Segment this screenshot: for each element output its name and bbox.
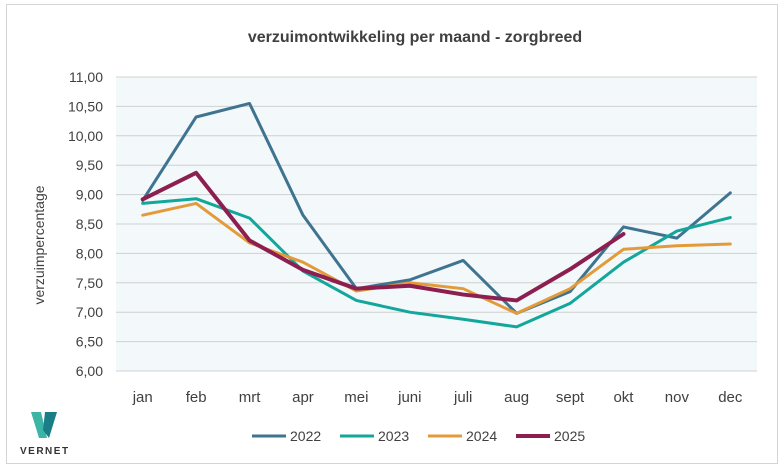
x-tick-label: aug	[504, 389, 529, 406]
x-tick-label: sept	[556, 389, 585, 406]
chart-title: verzuimontwikkeling per maand - zorgbree…	[248, 29, 582, 46]
series-line-2023	[141, 197, 732, 329]
x-tick-label: apr	[292, 389, 314, 406]
x-tick-label: mei	[344, 389, 368, 406]
y-tick-label: 9,00	[76, 187, 103, 203]
y-tick-label: 8,50	[76, 216, 103, 232]
x-tick-label: dec	[718, 389, 743, 406]
y-tick-label: 6,00	[76, 363, 103, 379]
y-tick-label: 8,00	[76, 245, 103, 261]
series-line-2024	[141, 201, 732, 315]
x-tick-label: okt	[613, 389, 634, 406]
y-tick-label: 10,50	[68, 98, 103, 114]
y-tick-label: 7,00	[76, 304, 103, 320]
x-tick-label: mrt	[239, 389, 261, 406]
series-line-2025	[140, 170, 626, 303]
y-tick-label: 7,50	[76, 275, 103, 291]
logo-text: VERNET	[20, 446, 70, 457]
x-tick-label: nov	[665, 389, 690, 406]
y-tick-label: 9,50	[76, 157, 103, 173]
y-tick-label: 10,00	[68, 128, 103, 144]
y-tick-label: 6,50	[76, 334, 103, 350]
y-axis-label: verzuimpercentage	[31, 185, 47, 304]
legend-label: 2025	[554, 428, 585, 444]
x-tick-label: feb	[186, 389, 207, 406]
y-tick-label: 11,00	[69, 69, 103, 85]
vernet-logo-icon	[31, 412, 57, 438]
x-tick-label: jan	[132, 389, 153, 406]
legend-label: 2022	[290, 428, 321, 444]
series-line-2022	[141, 101, 732, 315]
legend-label: 2023	[378, 428, 409, 444]
x-tick-label: juni	[397, 389, 421, 406]
vernet-logo: VERNET	[20, 410, 68, 457]
legend-label: 2024	[466, 428, 497, 444]
x-tick-label: juli	[453, 389, 472, 406]
